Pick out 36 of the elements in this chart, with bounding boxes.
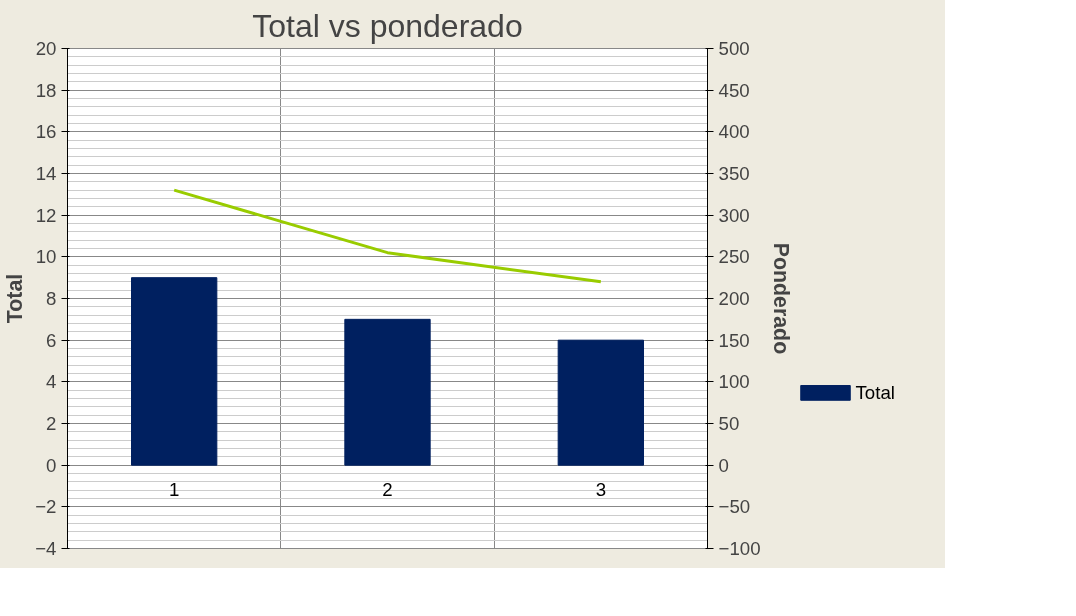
y2-tick-label: 250 bbox=[718, 246, 750, 268]
y-tick-label: 6 bbox=[46, 329, 57, 351]
y2-tick-label: 150 bbox=[718, 329, 750, 351]
y2-tick-label: −50 bbox=[718, 496, 751, 518]
x-tick-label: 1 bbox=[168, 479, 180, 501]
y2-tick-label: 500 bbox=[718, 38, 750, 59]
chart-title: Total vs ponderado bbox=[252, 7, 523, 44]
legend-label: Total bbox=[855, 382, 895, 404]
bar bbox=[131, 277, 218, 466]
y-tick-label: −2 bbox=[35, 496, 57, 518]
y-tick-label: 0 bbox=[46, 454, 57, 476]
y2-axis-title: Ponderado bbox=[768, 242, 793, 355]
y-tick-label: 16 bbox=[35, 121, 57, 143]
y-tick-label: 8 bbox=[46, 288, 57, 309]
y2-tick-label: 50 bbox=[718, 413, 740, 434]
bar bbox=[557, 339, 644, 466]
bar bbox=[344, 318, 431, 466]
y-tick-label: −4 bbox=[35, 538, 57, 559]
y2-tick-label: 200 bbox=[718, 288, 750, 309]
y2-tick-label: 450 bbox=[718, 79, 750, 101]
y-tick-label: 12 bbox=[35, 204, 57, 226]
y-axis-title: Total bbox=[3, 273, 28, 324]
y-tick-label: 14 bbox=[35, 163, 57, 184]
y2-tick-label: 400 bbox=[718, 121, 750, 143]
x-tick-label: 2 bbox=[382, 479, 393, 501]
y2-tick-label: 0 bbox=[718, 454, 729, 476]
y-tick-label: 2 bbox=[46, 413, 57, 434]
x-tick-label: 3 bbox=[595, 479, 607, 501]
y-tick-label: 4 bbox=[46, 371, 57, 393]
y-tick-label: 20 bbox=[35, 38, 57, 59]
y-tick-label: 18 bbox=[35, 79, 57, 101]
y2-tick-label: 350 bbox=[718, 163, 750, 184]
y2-tick-label: 300 bbox=[718, 204, 750, 226]
y2-tick-label: 100 bbox=[718, 371, 750, 393]
y2-tick-label: −100 bbox=[718, 538, 761, 559]
y-tick-label: 10 bbox=[35, 246, 57, 268]
